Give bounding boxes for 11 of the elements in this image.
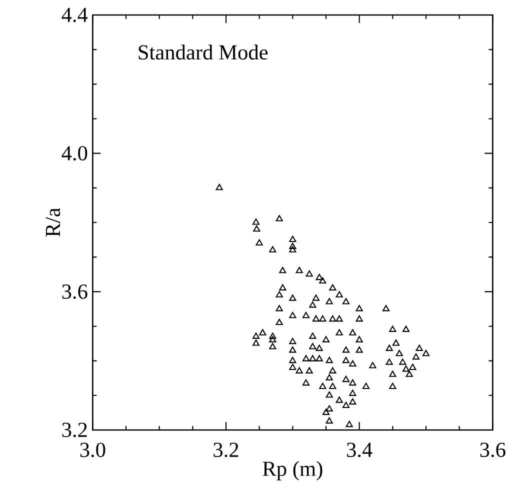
x-axis-title: Rp (m) [262, 461, 322, 480]
annotation: Standard Mode [138, 44, 268, 60]
x-tick-label: 3.4 [347, 442, 372, 458]
y-axis-title: R/a [46, 208, 60, 237]
y-tick-label: 4.4 [62, 8, 88, 22]
y-tick-label: 4.0 [62, 146, 88, 161]
y-tick-label: 3.6 [62, 284, 88, 299]
y-tick-label: 3.2 [62, 422, 87, 438]
x-tick-label: 3.6 [480, 442, 506, 458]
x-tick-label: 3.0 [80, 442, 106, 458]
x-tick-label: 3.2 [214, 442, 238, 458]
